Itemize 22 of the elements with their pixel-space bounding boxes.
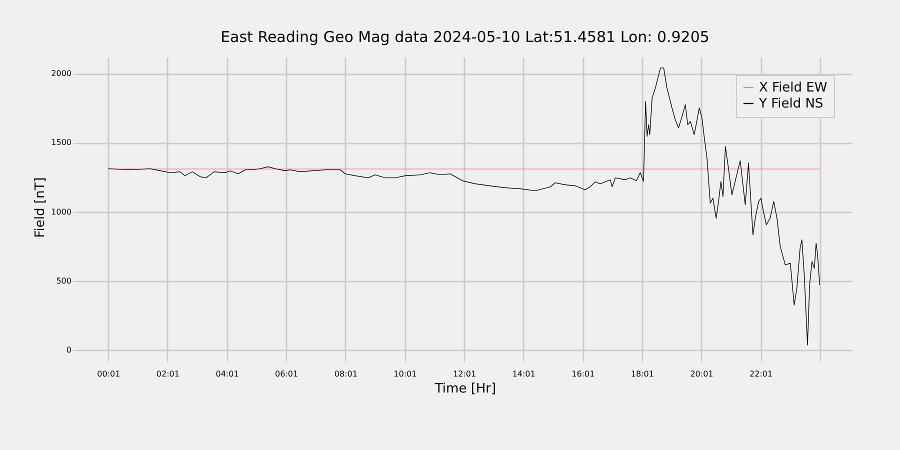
x-tick-label: 22:01: [750, 370, 773, 378]
y-tick-label: 1000: [51, 207, 72, 216]
legend-label: X Field EW: [759, 80, 828, 96]
y-tick-label: 1500: [51, 138, 72, 148]
legend-label: Y Field NS: [758, 96, 824, 112]
x-tick-label: 00:01: [97, 370, 120, 378]
x-tick-label: 14:01: [512, 370, 536, 378]
x-tick-label: 20:01: [690, 370, 714, 378]
x-tick-label: 10:01: [394, 370, 417, 378]
x-tick-label: 16:01: [572, 370, 595, 378]
x-tick-label: 02:01: [156, 370, 180, 378]
y-tick-label: 2000: [51, 69, 72, 78]
x-tick-label: 12:01: [452, 370, 476, 378]
x-tick-label: 08:01: [334, 370, 358, 378]
x-tick-label: 18:01: [630, 370, 654, 378]
x-axis-title: Time [Hr]: [434, 382, 496, 396]
y-tick-label: 0: [66, 346, 72, 355]
y-tick-label: 500: [56, 276, 72, 286]
y-axis-title: Field [nT]: [33, 177, 48, 238]
x-tick-label: 04:01: [216, 370, 239, 378]
chart-title: East Reading Geo Mag data 2024-05-10 Lat:51.4581 Lon: 0.9205: [220, 28, 710, 46]
x-tick-label: 06:01: [275, 370, 298, 378]
